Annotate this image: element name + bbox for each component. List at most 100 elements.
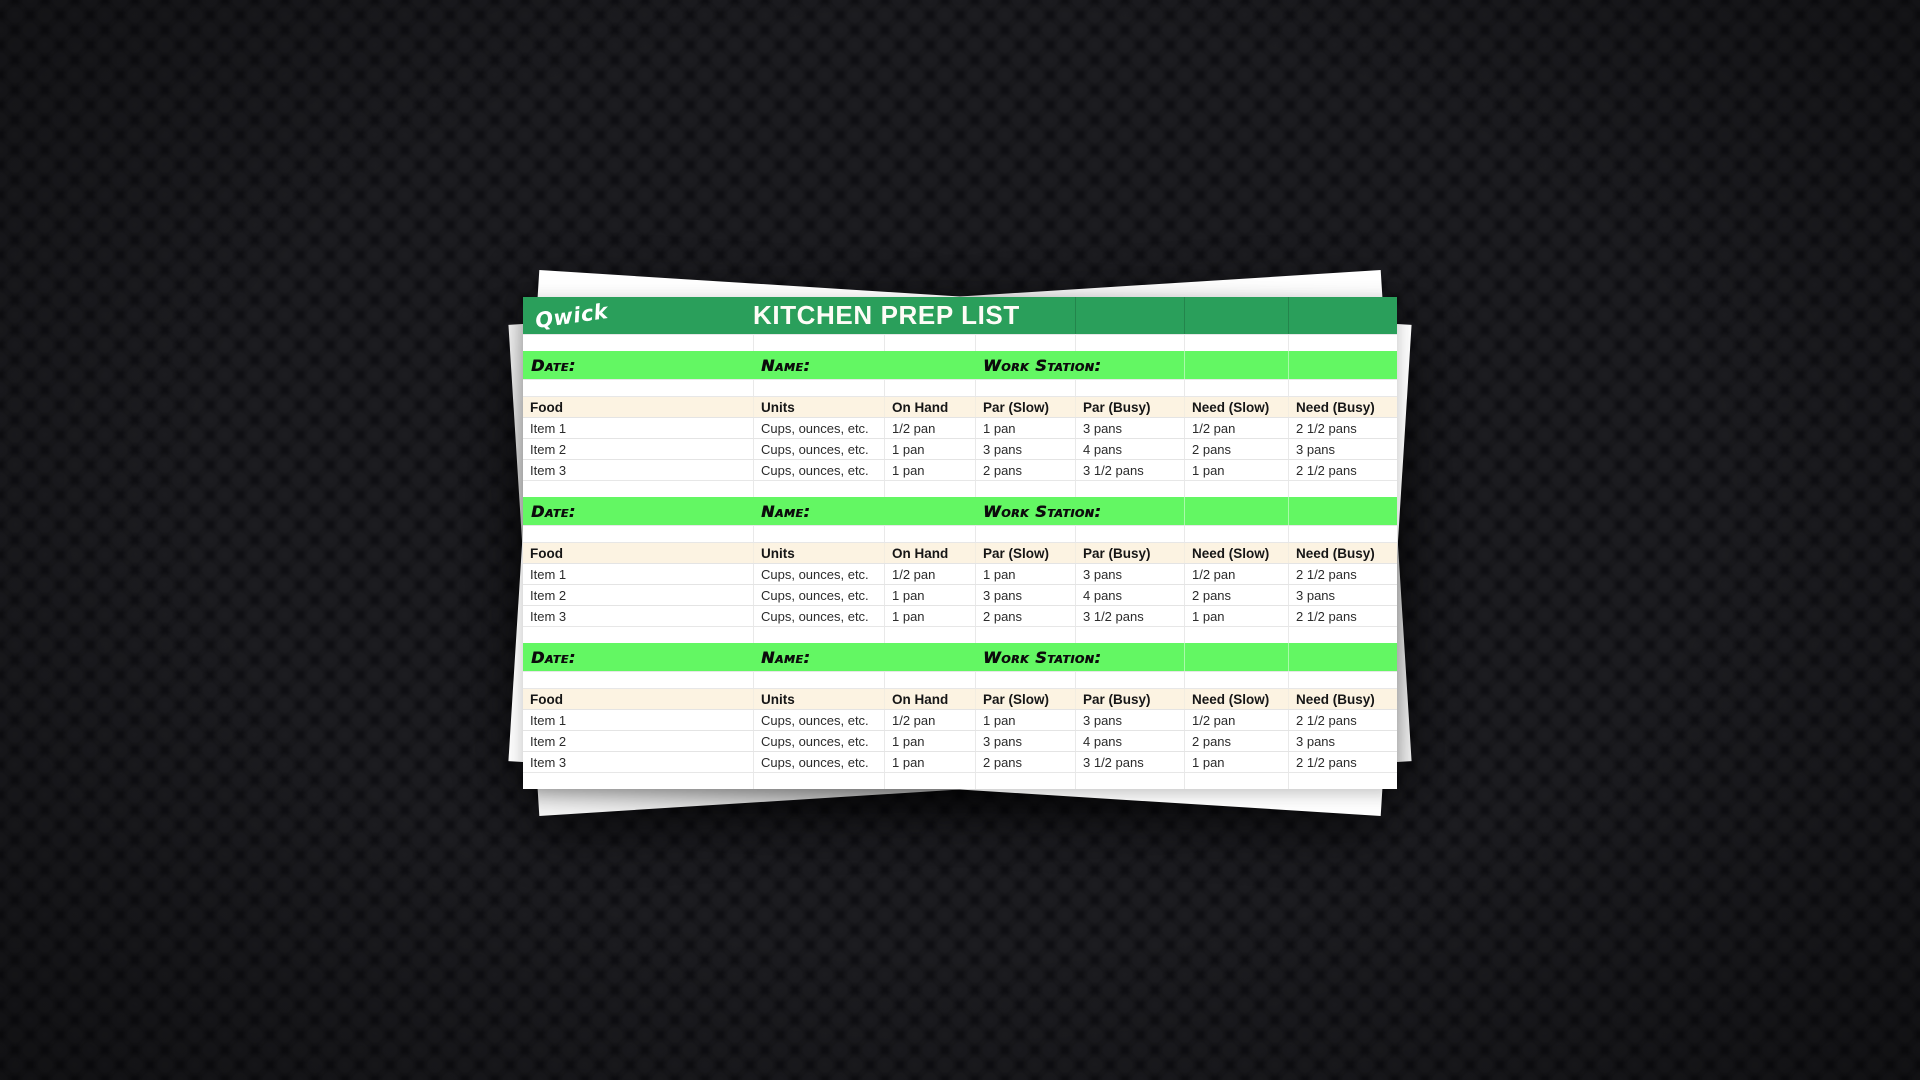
column-header: On Hand: [884, 543, 975, 563]
table-cell: Item 1: [530, 420, 567, 436]
table-cell: 4 pans: [1075, 439, 1184, 459]
date-label-cell: Date:: [523, 497, 753, 525]
bar-divider: [1075, 297, 1076, 334]
column-header: Need (Busy): [1288, 689, 1397, 709]
name-label: Name:: [761, 355, 811, 375]
table-cell: 1 pan: [884, 585, 975, 605]
column-header: On Hand: [884, 689, 975, 709]
table-cell: 2 1/2 pans: [1288, 564, 1397, 584]
table-header-row: Food Units On Hand Par (Slow) Par (Busy) Need…: [523, 688, 1397, 709]
table-cell: Cups, ounces, etc.: [753, 460, 884, 480]
spacer-row: [523, 671, 1397, 688]
bar-divider: [1288, 297, 1289, 334]
empty-cell: [753, 627, 884, 643]
empty-green-cell: [1184, 643, 1288, 671]
empty-cell: [884, 335, 975, 351]
table-cell: 1 pan: [1184, 606, 1288, 626]
empty-cell: [1075, 335, 1184, 351]
empty-cell: [1184, 481, 1288, 497]
table-cell: 3 pans: [1288, 439, 1397, 459]
empty-cell: [1184, 773, 1288, 789]
column-header: Units: [753, 543, 884, 563]
table-cell: 3 pans: [1075, 418, 1184, 438]
table-cell: 1 pan: [884, 731, 975, 751]
empty-cell: [523, 773, 753, 789]
table-row: Item 1 Cups, ounces, etc. 1/2 pan 1 pan 3 pa…: [523, 709, 1397, 730]
table-cell: Item 2: [530, 441, 567, 457]
empty-cell: [884, 773, 975, 789]
table-cell: Cups, ounces, etc.: [753, 731, 884, 751]
prep-section: Date: Name: Work Station: Food Units On Ha…: [523, 626, 1397, 772]
table-cell: 1/2 pan: [884, 710, 975, 730]
empty-cell: [975, 380, 1075, 396]
table-cell: 2 1/2 pans: [1288, 752, 1397, 772]
empty-cell: [753, 481, 884, 497]
empty-cell: [975, 773, 1075, 789]
table-row: Item 3 Cups, ounces, etc. 1 pan 2 pans 3 1/2…: [523, 605, 1397, 626]
prep-section: Date: Name: Work Station: Food Units On Ha…: [523, 334, 1397, 480]
empty-cell: [975, 627, 1075, 643]
shift-info-row: Date: Name: Work Station:: [523, 643, 1397, 671]
table-cell: Item 3: [530, 754, 567, 770]
name-label: Name:: [761, 501, 811, 521]
table-cell: 2 pans: [975, 460, 1075, 480]
table-cell: 1 pan: [975, 418, 1075, 438]
table-cell: 3 pans: [975, 585, 1075, 605]
table-cell: Item 1: [530, 566, 567, 582]
work-station-label-cell: Work Station:: [975, 497, 1184, 525]
empty-cell: [1184, 672, 1288, 688]
page-title: KITCHEN PREP LIST: [753, 300, 1020, 330]
kitchen-prep-list-sheet: Qwick KITCHEN PREP LIST Date: Name: Work…: [523, 297, 1397, 789]
date-label: Date:: [531, 501, 576, 521]
empty-green-cell: [1288, 643, 1397, 671]
work-station-label: Work Station:: [983, 501, 1102, 521]
table-cell: 1 pan: [975, 564, 1075, 584]
spacer-row: [523, 334, 1397, 351]
table-cell: 3 pans: [975, 731, 1075, 751]
table-cell: 2 pans: [975, 752, 1075, 772]
column-header: Food: [530, 691, 563, 707]
empty-cell: [1075, 526, 1184, 542]
table-cell: 1/2 pan: [884, 564, 975, 584]
table-cell: Item 2: [530, 587, 567, 603]
column-header: Units: [753, 397, 884, 417]
column-header: Units: [753, 689, 884, 709]
table-row: Item 3 Cups, ounces, etc. 1 pan 2 pans 3 1/2…: [523, 751, 1397, 772]
table-cell: Cups, ounces, etc.: [753, 564, 884, 584]
column-header: Par (Busy): [1075, 543, 1184, 563]
empty-cell: [884, 627, 975, 643]
table-cell: Cups, ounces, etc.: [753, 710, 884, 730]
empty-cell: [1075, 672, 1184, 688]
name-label-cell: Name:: [753, 351, 975, 379]
empty-cell: [753, 335, 884, 351]
table-cell: Item 3: [530, 462, 567, 478]
column-header: Need (Slow): [1184, 397, 1288, 417]
table-cell: 2 pans: [1184, 585, 1288, 605]
table-cell: Cups, ounces, etc.: [753, 606, 884, 626]
empty-cell: [523, 481, 753, 497]
table-cell: 1 pan: [884, 439, 975, 459]
table-cell: 1/2 pan: [1184, 710, 1288, 730]
table-cell: 1 pan: [884, 752, 975, 772]
prep-sections: Date: Name: Work Station: Food Units On Ha…: [523, 334, 1397, 789]
work-station-label: Work Station:: [983, 647, 1102, 667]
empty-cell: [975, 335, 1075, 351]
brand-header-bar: Qwick KITCHEN PREP LIST: [523, 297, 1397, 334]
table-cell: 2 1/2 pans: [1288, 710, 1397, 730]
table-cell: 3 1/2 pans: [1075, 752, 1184, 772]
table-row: Item 1 Cups, ounces, etc. 1/2 pan 1 pan 3 pa…: [523, 563, 1397, 584]
empty-cell: [1075, 773, 1184, 789]
empty-cell: [1288, 481, 1397, 497]
empty-cell: [523, 380, 753, 396]
table-cell: 3 1/2 pans: [1075, 606, 1184, 626]
spacer-row: [523, 772, 1397, 789]
empty-cell: [1288, 773, 1397, 789]
date-label: Date:: [531, 355, 576, 375]
table-header-row: Food Units On Hand Par (Slow) Par (Busy) Need…: [523, 542, 1397, 563]
table-row: Item 2 Cups, ounces, etc. 1 pan 3 pans 4 pan…: [523, 438, 1397, 459]
table-cell: 3 pans: [1075, 710, 1184, 730]
empty-cell: [975, 481, 1075, 497]
empty-cell: [1184, 335, 1288, 351]
work-station-label: Work Station:: [983, 355, 1102, 375]
table-cell: 3 1/2 pans: [1075, 460, 1184, 480]
